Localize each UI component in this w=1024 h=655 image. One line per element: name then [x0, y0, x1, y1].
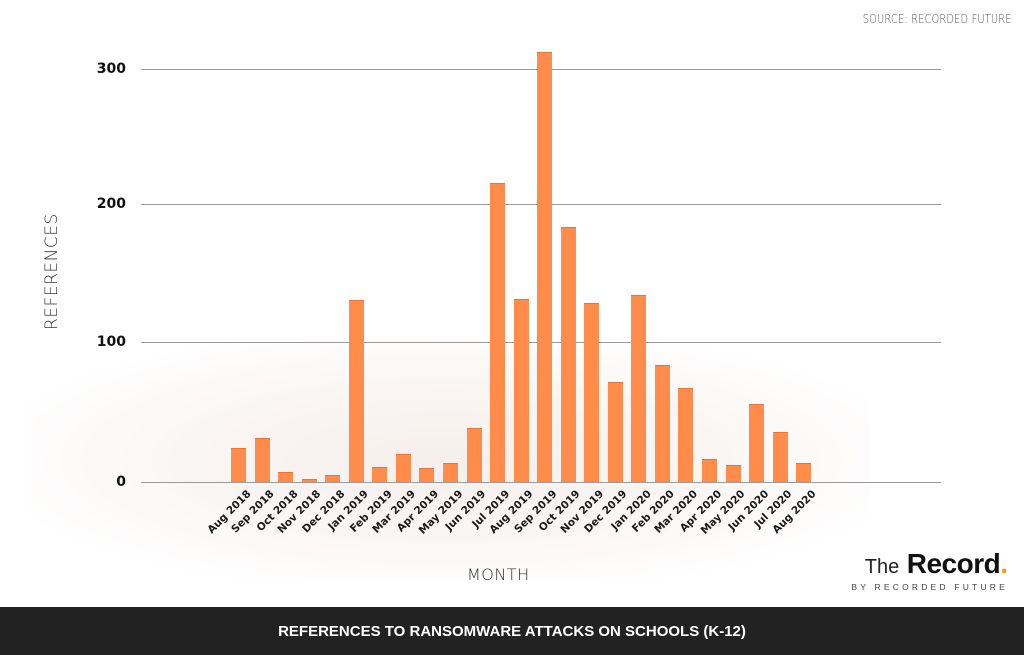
- bar-aug-2018: [231, 447, 246, 482]
- bar-nov-2019: [584, 303, 600, 482]
- bar-dec-2019: [607, 381, 623, 482]
- bar-may-2019: [442, 462, 458, 482]
- gridline-0: [141, 482, 941, 483]
- bar-jan-2019: [348, 300, 364, 482]
- brand-logo: The Record. BY RECORDED FUTURE: [851, 550, 1008, 593]
- bar-aug-2019: [513, 298, 529, 482]
- bar-jan-2020: [631, 294, 647, 482]
- y-tick-100: 100: [96, 334, 126, 350]
- bar-mar-2019: [395, 454, 411, 482]
- plot-background: [30, 340, 870, 580]
- brand-byline: BY RECORDED FUTURE: [851, 582, 1008, 592]
- bar-nov-2018: [301, 479, 317, 482]
- source-note: SOURCE: RECORDED FUTURE: [863, 12, 1012, 26]
- bar-may-2020: [725, 465, 741, 482]
- brand-the: The: [864, 556, 900, 578]
- bar-oct-2018: [278, 472, 294, 482]
- y-tick-200: 200: [96, 196, 126, 212]
- bar-apr-2019: [419, 468, 435, 482]
- x-axis-label: MONTH: [467, 565, 530, 584]
- bar-dec-2018: [325, 475, 341, 482]
- bar-aug-2020: [796, 462, 812, 482]
- bar-oct-2019: [560, 227, 576, 482]
- bar-feb-2019: [372, 466, 388, 482]
- bar-jul-2020: [772, 432, 788, 482]
- bar-feb-2020: [654, 364, 670, 482]
- footer-bar: REFERENCES TO RANSOMWARE ATTACKS ON SCHO…: [0, 607, 1024, 655]
- bar-sep-2018: [254, 437, 270, 482]
- bar-sep-2019: [537, 52, 553, 482]
- y-tick-300: 300: [96, 61, 126, 77]
- y-tick-0: 0: [116, 474, 126, 490]
- brand-dot: .: [1000, 548, 1008, 579]
- bar-jun-2020: [749, 403, 765, 482]
- bar-mar-2020: [678, 388, 694, 482]
- brand-record: Record: [906, 548, 1001, 579]
- chart-title: REFERENCES TO RANSOMWARE ATTACKS ON SCHO…: [278, 622, 746, 640]
- bar-jun-2019: [466, 428, 482, 482]
- bar-jul-2019: [490, 183, 506, 482]
- brand-wordmark: The Record.: [851, 550, 1008, 581]
- bar-apr-2020: [702, 458, 717, 482]
